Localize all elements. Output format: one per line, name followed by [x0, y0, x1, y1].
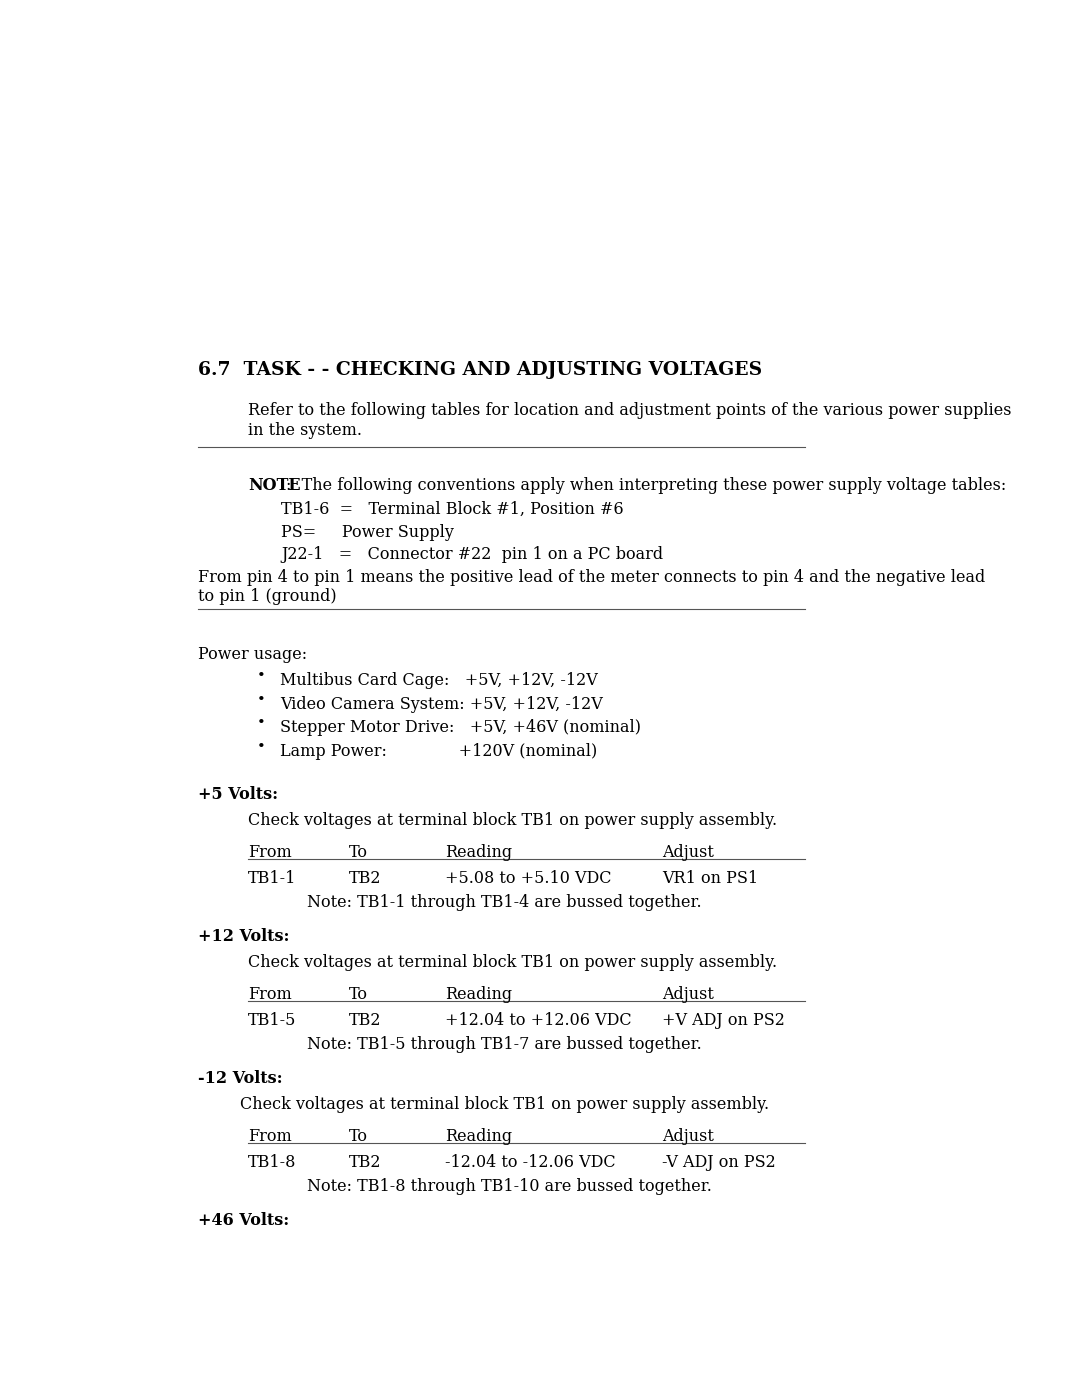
Text: TB1-6  =   Terminal Block #1, Position #6: TB1-6 = Terminal Block #1, Position #6: [282, 502, 624, 518]
Text: Reading: Reading: [445, 1129, 512, 1146]
Text: Refer to the following tables for location and adjustment points of the various : Refer to the following tables for locati…: [248, 402, 1012, 439]
Text: -V ADJ on PS2: -V ADJ on PS2: [662, 1154, 777, 1171]
Text: Check voltages at terminal block TB1 on power supply assembly.: Check voltages at terminal block TB1 on …: [248, 954, 778, 971]
Text: From pin 4 to pin 1 means the positive lead of the meter connects to pin 4 and t: From pin 4 to pin 1 means the positive l…: [198, 569, 985, 605]
Text: 6.7  TASK - - CHECKING AND ADJUSTING VOLTAGES: 6.7 TASK - - CHECKING AND ADJUSTING VOLT…: [198, 362, 761, 379]
Text: •: •: [256, 693, 265, 707]
Text: •: •: [256, 717, 265, 731]
Text: :  The following conventions apply when interpreting these power supply voltage : : The following conventions apply when i…: [285, 478, 1005, 495]
Text: •: •: [256, 740, 265, 754]
Text: From: From: [248, 986, 292, 1003]
Text: TB2: TB2: [349, 1154, 381, 1171]
Text: NOTE: NOTE: [248, 478, 300, 495]
Text: To: To: [349, 844, 367, 861]
Text: +5.08 to +5.10 VDC: +5.08 to +5.10 VDC: [445, 870, 611, 887]
Text: TB2: TB2: [349, 1011, 381, 1030]
Text: Reading: Reading: [445, 986, 512, 1003]
Text: TB2: TB2: [349, 870, 381, 887]
Text: Reading: Reading: [445, 844, 512, 861]
Text: Lamp Power:              +120V (nominal): Lamp Power: +120V (nominal): [280, 743, 597, 760]
Text: TB1-8: TB1-8: [248, 1154, 296, 1171]
Text: To: To: [349, 986, 367, 1003]
Text: +46 Volts:: +46 Volts:: [198, 1213, 289, 1229]
Text: +5 Volts:: +5 Volts:: [198, 787, 278, 803]
Text: -12 Volts:: -12 Volts:: [198, 1070, 282, 1087]
Text: J22-1   =   Connector #22  pin 1 on a PC board: J22-1 = Connector #22 pin 1 on a PC boar…: [282, 546, 663, 563]
Text: Adjust: Adjust: [662, 1129, 714, 1146]
Text: +12.04 to +12.06 VDC: +12.04 to +12.06 VDC: [445, 1011, 632, 1030]
Text: From: From: [248, 1129, 292, 1146]
Text: Note: TB1-1 through TB1-4 are bussed together.: Note: TB1-1 through TB1-4 are bussed tog…: [307, 894, 701, 911]
Text: PS=     Power Supply: PS= Power Supply: [282, 524, 455, 541]
Text: Power usage:: Power usage:: [198, 647, 307, 664]
Text: Check voltages at terminal block TB1 on power supply assembly.: Check voltages at terminal block TB1 on …: [240, 1097, 769, 1113]
Text: TB1-5: TB1-5: [248, 1011, 296, 1030]
Text: To: To: [349, 1129, 367, 1146]
Text: +V ADJ on PS2: +V ADJ on PS2: [662, 1011, 785, 1030]
Text: -12.04 to -12.06 VDC: -12.04 to -12.06 VDC: [445, 1154, 616, 1171]
Text: From: From: [248, 844, 292, 861]
Text: Adjust: Adjust: [662, 986, 714, 1003]
Text: Adjust: Adjust: [662, 844, 714, 861]
Text: VR1 on PS1: VR1 on PS1: [662, 870, 758, 887]
Text: TB1-1: TB1-1: [248, 870, 296, 887]
Text: Multibus Card Cage:   +5V, +12V, -12V: Multibus Card Cage: +5V, +12V, -12V: [280, 672, 597, 689]
Text: •: •: [256, 669, 265, 683]
Text: Video Camera System: +5V, +12V, -12V: Video Camera System: +5V, +12V, -12V: [280, 696, 603, 712]
Text: Check voltages at terminal block TB1 on power supply assembly.: Check voltages at terminal block TB1 on …: [248, 812, 778, 828]
Text: Note: TB1-8 through TB1-10 are bussed together.: Note: TB1-8 through TB1-10 are bussed to…: [307, 1178, 712, 1194]
Text: Note: TB1-5 through TB1-7 are bussed together.: Note: TB1-5 through TB1-7 are bussed tog…: [307, 1035, 701, 1053]
Text: +12 Volts:: +12 Volts:: [198, 928, 289, 946]
Text: Stepper Motor Drive:   +5V, +46V (nominal): Stepper Motor Drive: +5V, +46V (nominal): [280, 719, 640, 736]
